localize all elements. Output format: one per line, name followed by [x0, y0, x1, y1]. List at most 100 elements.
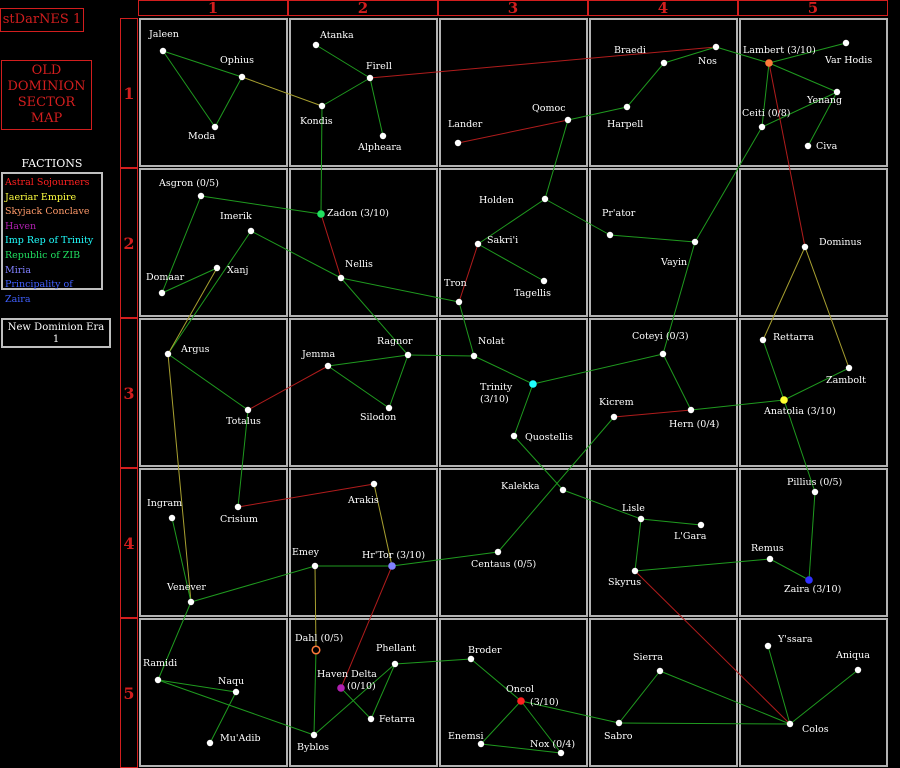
system-kalekka[interactable] — [559, 486, 567, 494]
system-kondis[interactable] — [318, 102, 326, 110]
system-arakis[interactable] — [370, 480, 378, 488]
system-phellant[interactable] — [391, 660, 399, 668]
system-muadib[interactable] — [206, 739, 214, 747]
system-trinity[interactable] — [529, 380, 537, 388]
sector-cell[interactable] — [139, 468, 288, 617]
system-jaleen[interactable] — [159, 47, 167, 55]
system-totalus[interactable] — [244, 406, 252, 414]
system-sakrii[interactable] — [474, 240, 482, 248]
system-nos[interactable] — [712, 43, 720, 51]
system-rettarra[interactable] — [759, 336, 767, 344]
system-nox[interactable] — [557, 749, 565, 757]
system-ophius[interactable] — [238, 73, 246, 81]
system-hrtor[interactable] — [388, 562, 396, 570]
system-ceiti[interactable] — [758, 123, 766, 131]
sector-cell[interactable] — [139, 18, 288, 167]
system-naqu[interactable] — [232, 688, 240, 696]
system-prator[interactable] — [606, 231, 614, 239]
sector-cell[interactable] — [439, 18, 588, 167]
system-moda[interactable] — [211, 123, 219, 131]
system-civa[interactable] — [804, 142, 812, 150]
system-zambolt[interactable] — [845, 364, 853, 372]
sector-cell[interactable] — [589, 468, 738, 617]
sector-cell[interactable] — [439, 318, 588, 467]
system-tron[interactable] — [455, 298, 463, 306]
system-enemsi[interactable] — [477, 740, 485, 748]
system-holden[interactable] — [541, 195, 549, 203]
sector-cell[interactable] — [289, 168, 438, 317]
system-varhodis[interactable] — [842, 39, 850, 47]
sector-cell[interactable] — [589, 318, 738, 467]
system-anatolia[interactable] — [780, 396, 788, 404]
system-imerik[interactable] — [247, 227, 255, 235]
sector-cell[interactable] — [439, 168, 588, 317]
system-atanka[interactable] — [312, 41, 320, 49]
system-lgara[interactable] — [697, 521, 705, 529]
system-argus[interactable] — [164, 350, 172, 358]
system-qomoc[interactable] — [564, 116, 572, 124]
system-sabro[interactable] — [615, 719, 623, 727]
system-yssara[interactable] — [764, 642, 772, 650]
system-aniqua[interactable] — [854, 666, 862, 674]
system-tagellis[interactable] — [540, 277, 548, 285]
system-nolat[interactable] — [470, 352, 478, 360]
sector-cell[interactable] — [139, 318, 288, 467]
system-nellis[interactable] — [337, 274, 345, 282]
system-asgron[interactable] — [197, 192, 205, 200]
system-ragnor[interactable] — [404, 351, 412, 359]
system-havendelta[interactable] — [337, 684, 345, 692]
system-dominus[interactable] — [801, 243, 809, 251]
system-quostellis[interactable] — [510, 432, 518, 440]
system-firell[interactable] — [366, 74, 374, 82]
sector-cell[interactable] — [739, 618, 888, 767]
sector-cell[interactable] — [139, 168, 288, 317]
system-fetarra[interactable] — [367, 715, 375, 723]
system-venever[interactable] — [187, 598, 195, 606]
system-yenang[interactable] — [833, 88, 841, 96]
sector-cell[interactable] — [589, 618, 738, 767]
sector-cell[interactable] — [289, 468, 438, 617]
sector-cell[interactable] — [739, 318, 888, 467]
sector-cell[interactable] — [589, 18, 738, 167]
system-harpell[interactable] — [623, 103, 631, 111]
system-domaar[interactable] — [158, 289, 166, 297]
system-broder[interactable] — [467, 655, 475, 663]
system-lambert[interactable] — [765, 59, 773, 67]
system-braedi[interactable] — [660, 59, 668, 67]
system-alpheara[interactable] — [379, 132, 387, 140]
system-kicrem[interactable] — [610, 413, 618, 421]
system-sierra[interactable] — [656, 667, 664, 675]
system-jemma[interactable] — [324, 362, 332, 370]
system-byblos[interactable] — [310, 731, 318, 739]
system-vayin[interactable] — [691, 238, 699, 246]
sector-cell[interactable] — [589, 168, 738, 317]
system-skyrus[interactable] — [631, 567, 639, 575]
sector-cell[interactable] — [739, 168, 888, 317]
system-coteyi[interactable] — [659, 350, 667, 358]
sector-cell[interactable] — [289, 318, 438, 467]
system-colos[interactable] — [786, 720, 794, 728]
system-zadon[interactable] — [317, 210, 325, 218]
system-silodon[interactable] — [385, 404, 393, 412]
system-pillius[interactable] — [811, 488, 819, 496]
sector-cell[interactable] — [439, 468, 588, 617]
sector-cell[interactable] — [139, 618, 288, 767]
system-oncol[interactable] — [517, 697, 525, 705]
sector-cell[interactable] — [439, 618, 588, 767]
system-lander[interactable] — [454, 139, 462, 147]
system-dahl[interactable] — [311, 645, 321, 655]
system-zaira[interactable] — [805, 576, 813, 584]
system-xanj[interactable] — [213, 264, 221, 272]
system-crisium[interactable] — [234, 503, 242, 511]
system-lisle[interactable] — [637, 515, 645, 523]
system-remus[interactable] — [766, 555, 774, 563]
system-ingram[interactable] — [168, 514, 176, 522]
sector-cell[interactable] — [289, 618, 438, 767]
system-hern[interactable] — [687, 406, 695, 414]
sector-cell[interactable] — [289, 18, 438, 167]
system-emey[interactable] — [311, 562, 319, 570]
system-ramidi[interactable] — [154, 676, 162, 684]
sector-cell[interactable] — [739, 18, 888, 167]
sector-cell[interactable] — [739, 468, 888, 617]
system-centaus[interactable] — [494, 548, 502, 556]
